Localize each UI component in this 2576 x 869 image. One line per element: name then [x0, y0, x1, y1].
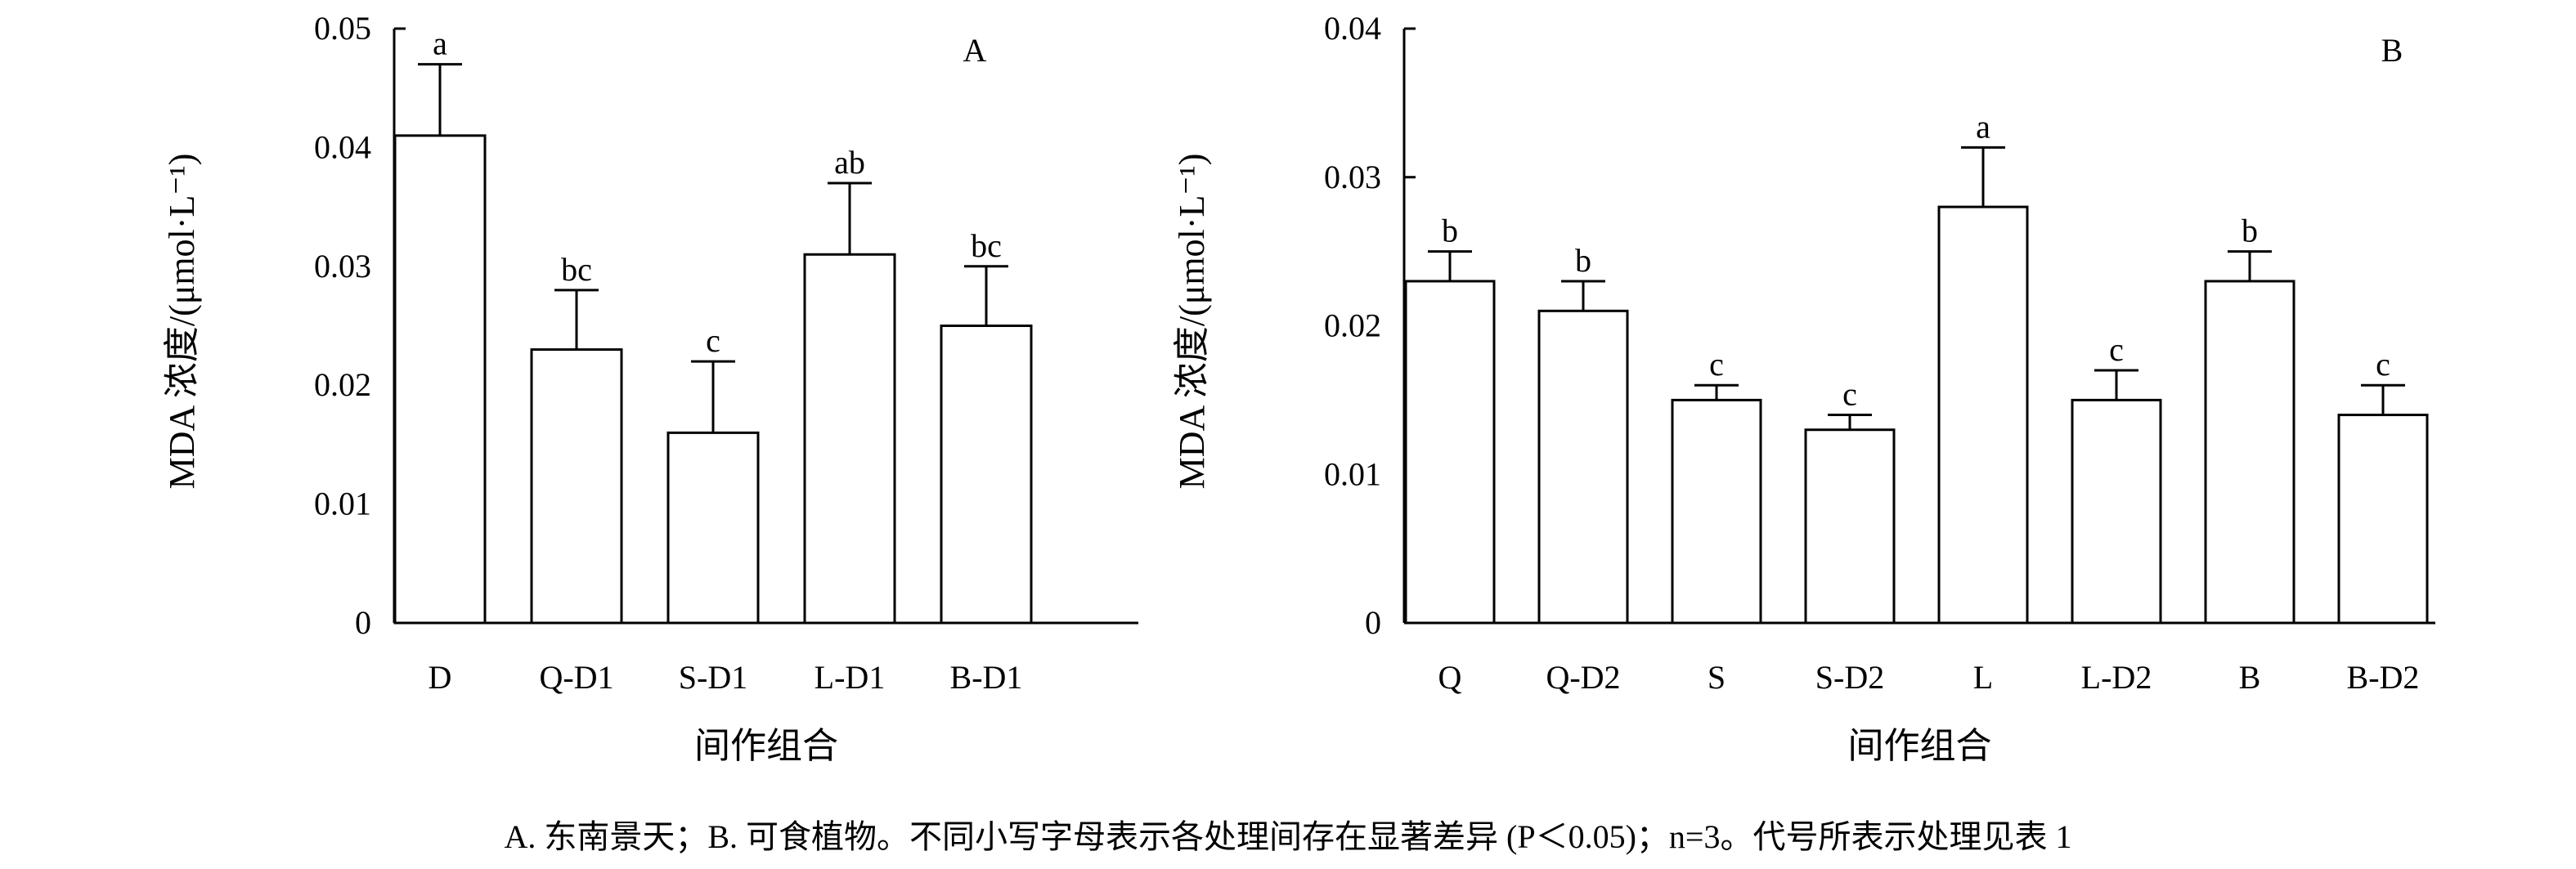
- bar: [393, 134, 487, 625]
- x-tick-label: D: [429, 659, 452, 696]
- x-tick-label: L-D2: [2081, 659, 2152, 696]
- x-tick-label: S-D2: [1815, 659, 1884, 696]
- x-tick-label: B: [2239, 659, 2261, 696]
- significance-letter: c: [1842, 376, 1857, 413]
- significance-letter: a: [433, 25, 447, 62]
- bar: [1537, 309, 1629, 625]
- panel-label: B: [2381, 32, 2403, 69]
- x-tick-label: B-D2: [2347, 659, 2420, 696]
- bar: [1404, 280, 1496, 625]
- significance-letter: c: [2376, 346, 2390, 383]
- y-tick-label: 0.04: [1324, 10, 1381, 47]
- bar: [1937, 205, 2029, 625]
- x-tick-label: Q-D1: [539, 659, 613, 696]
- significance-letter: b: [2242, 213, 2258, 249]
- y-axis-title: MDA 浓度/(μmol·L⁻¹): [1172, 154, 1212, 490]
- significance-letter: b: [1442, 213, 1458, 249]
- significance-letter: bc: [561, 251, 592, 288]
- bar: [666, 431, 760, 625]
- y-axis-title: MDA 浓度/(μmol·L⁻¹): [162, 154, 202, 490]
- x-tick-label: B-D1: [950, 659, 1023, 696]
- bar: [1804, 428, 1896, 625]
- significance-letter: c: [2109, 331, 2124, 368]
- significance-letter: ab: [834, 144, 865, 181]
- y-tick-label: 0.01: [1324, 455, 1381, 492]
- y-tick-label: 0.02: [1324, 307, 1381, 344]
- y-tick-label: 0.03: [314, 248, 371, 284]
- bar: [803, 253, 896, 625]
- panel-label: A: [963, 32, 987, 69]
- x-tick-label: Q: [1438, 659, 1462, 696]
- y-tick-label: 0: [355, 604, 371, 641]
- x-tick-label: S-D1: [679, 659, 747, 696]
- significance-letter: a: [1976, 108, 1990, 145]
- significance-letter: c: [706, 322, 720, 359]
- figure-caption: A. 东南景天；B. 可食植物。不同小写字母表示各处理间存在显著差异 (P＜0.…: [504, 818, 2071, 855]
- y-tick-label: 0.04: [314, 128, 371, 165]
- chart-panel-a: 0 0.01 0.02 0.03 0.04 0.05 a Dbc Q-D1 c S-D1 ab L-D1…: [162, 10, 1138, 766]
- x-tick-label: L-D1: [815, 659, 886, 696]
- y-tick-label: 0.03: [1324, 159, 1381, 195]
- bar: [2071, 398, 2162, 625]
- significance-letter: b: [1575, 242, 1591, 279]
- x-axis-title: 间作组合: [694, 726, 838, 766]
- significance-letter: bc: [971, 227, 1002, 264]
- x-tick-label: S: [1708, 659, 1726, 696]
- x-tick-label: L: [1973, 659, 1993, 696]
- y-tick-label: 0.05: [314, 10, 371, 47]
- y-tick-label: 0.02: [314, 366, 371, 403]
- bar: [2337, 414, 2429, 625]
- x-tick-label: Q-D2: [1546, 659, 1620, 696]
- bar: [2204, 280, 2296, 625]
- y-tick-label: 0: [1365, 604, 1381, 641]
- y-tick-label: 0.01: [314, 486, 371, 522]
- bar: [940, 325, 1033, 625]
- bar: [1671, 398, 1762, 625]
- x-axis-title: 间作组合: [1848, 726, 1992, 766]
- bar: [530, 348, 623, 625]
- significance-letter: c: [1709, 346, 1724, 383]
- chart-panel-b: 0 0.01 0.02 0.03 0.04 b Qb Q-D2 c Sc S-D2 a Lc L-D2 b B…: [1172, 10, 2435, 766]
